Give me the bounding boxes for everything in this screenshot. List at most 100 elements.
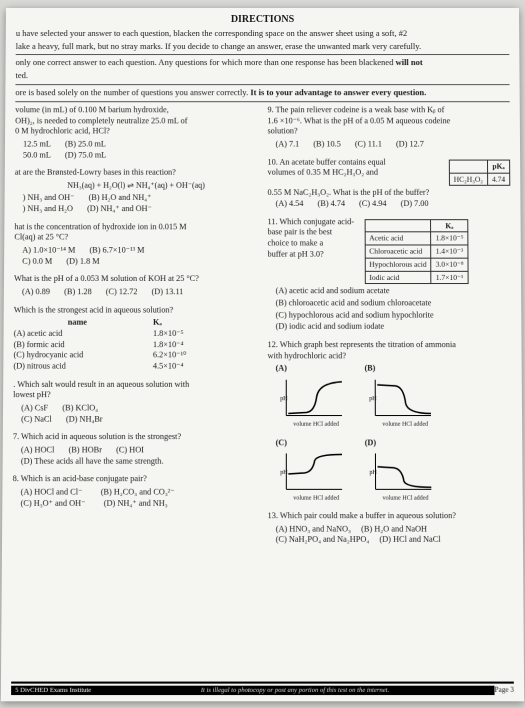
opt-a[interactable]: (A) 7.1 [276,140,300,151]
t: Cl(aq) at 25 °C? [14,233,257,244]
opt-c[interactable]: (C) HOI [116,445,144,456]
t: will not [396,57,423,67]
opt-d[interactable]: (D) HCl and NaCl [379,535,440,546]
td: 1.4×10⁻³ [431,245,468,258]
opt-c[interactable]: (C) hypochlorous acid and sodium hypochl… [276,310,512,321]
opt-b[interactable]: (B) HOBr [68,445,101,456]
td: 4.74 [487,173,509,186]
options: ) NH₃ and H₂O (D) NH₄⁺ and OH⁻ [23,204,258,215]
options: A) 1.0×10⁻¹⁴ M (B) 6.7×10⁻¹³ M [22,246,257,257]
opt-b[interactable]: (B) H₂O and NH₄⁺ [89,193,152,204]
opt-d[interactable]: (D) 13.11 [152,287,184,298]
stem: . Which salt would result in an aqueous … [13,379,257,401]
options: (C) NaH₂PO₄ and Na₂HPO₄ (D) HCl and NaCl [276,535,513,546]
t: ted. [15,70,28,80]
options: (A) 0.89 (B) 1.28 (C) 12.72 (D) 13.11 [22,287,257,298]
t: 10. An acetate buffer contains equal [268,157,445,168]
svg-text:pH: pH [280,470,288,476]
row-d[interactable]: (D) nitrous acid 4.5×10⁻⁴ [13,361,257,372]
graph-c[interactable]: (C) pH volume HCl added [276,438,357,504]
td: 1.7×10⁻¹ [431,271,468,284]
label: (A) [276,364,287,373]
opt-a[interactable]: (A) 0.89 [22,287,50,298]
opt-d[interactable]: (D) iodic acid and sodium iodate [276,322,512,333]
opt-b[interactable]: (B) KClO₄ [62,403,98,414]
opt-d[interactable]: (D) 7.00 [401,199,429,210]
footer-left: 5 DivCHED Exams Institute [11,686,95,695]
label: (D) [365,438,376,447]
directions-header: DIRECTIONS [16,14,509,25]
td: 1.8×10⁻⁵ [431,232,468,245]
opt-c[interactable]: (C) 12.72 [106,287,138,298]
opt-c[interactable]: (C) H₃O⁺ and OH⁻ [21,498,86,509]
options: (A) acetic acid and sodium acetate (B) c… [276,286,512,332]
t: 0 M hydrochloric acid, HCl? [15,127,257,138]
opt-a[interactable]: 12.5 mL [23,140,51,151]
t: volume (in mL) of 0.100 M barium hydroxi… [15,105,257,116]
page-footer: 5 DivCHED Exams Institute It is illegal … [11,682,514,696]
dir-line: ted. [15,69,509,82]
opt-c[interactable]: (C) 4.94 [359,199,386,210]
td: Hypochlorous acid [365,258,431,271]
question-7b: 7. Which acid in aqueous solution is the… [13,432,258,467]
equation: NH₃(aq) + H₂O(l) ⇌ NH₄⁺(aq) + OH⁻(aq) [15,181,258,191]
opt-b[interactable]: (B) H₂CO₃ and CO₃²⁻ [101,487,175,498]
opt-a[interactable]: (A) acetic acid and sodium acetate [276,286,511,297]
opt-a[interactable]: (A) CsF [21,403,48,414]
opt-b[interactable]: (B) chloroacetic acid and sodium chloroa… [276,298,512,309]
opt-a[interactable]: A) 1.0×10⁻¹⁴ M [22,246,75,257]
opt-b[interactable]: (B) H₂O and NaOH [361,524,427,535]
t: 1.8×10⁻⁴ [153,340,184,351]
question-10: 10. An acetate buffer contains equal vol… [268,157,511,209]
row-a[interactable]: (A) acetic acid 1.8×10⁻⁵ [14,329,258,340]
opt-a[interactable]: (A) HOCl and Cl⁻ [21,487,83,498]
opt-b[interactable]: (B) 25.0 mL [65,140,106,151]
xlabel: volume HCl added [276,496,357,504]
opt-d[interactable]: (D) 75.0 mL [65,150,106,161]
graph-b[interactable]: (B) pH volume HCl added [365,364,446,430]
stem: Which is the strongest acid in aqueous s… [14,305,258,316]
question-8c: 8. Which is an acid-base conjugate pair?… [12,474,257,509]
opt-a[interactable]: (A) 4.54 [276,199,304,210]
t: It is to your advantage to answer every … [250,87,426,97]
graph-a[interactable]: (A) pH volume HCl added [276,364,357,430]
opt-c[interactable]: 50.0 mL [23,150,51,161]
opt-a[interactable]: (A) HOCl [21,445,54,456]
graph-d[interactable]: (D) pH volume HCl added [365,438,446,504]
opt-a[interactable]: (A) HNO₃ and NaNO₃ [276,524,351,535]
opt-d[interactable]: (D) NH₄⁺ and OH⁻ [87,204,152,215]
th: pKₐ [487,160,509,173]
opt-a[interactable]: ) NH₃ and OH⁻ [23,193,75,204]
svg-text:pH: pH [280,396,288,402]
xlabel: volume HCl added [276,422,357,430]
dir-line: ore is based solely on the number of que… [15,84,509,99]
t: OH)₂, is needed to completely neutralize… [15,116,257,127]
row-b[interactable]: (B) formic acid 1.8×10⁻⁴ [14,340,258,351]
opt-b[interactable]: (B) 1.28 [64,287,92,298]
opt-d[interactable]: (D) 1.8 M [66,256,99,267]
opt-d[interactable]: (D) These acids all have the same streng… [21,456,258,467]
opt-b[interactable]: (B) 10.5 [313,140,340,151]
row-c[interactable]: (C) hydrocyanic acid 6.2×10⁻¹⁰ [13,351,257,362]
t: 11. Which conjugate acid- [268,217,361,228]
stem: hat is the concentration of hydroxide io… [14,222,257,244]
opt-c[interactable]: (C) 11.1 [355,140,382,151]
col-ka: Kₐ [153,318,162,329]
opt-c[interactable]: (C) NaCl [21,414,52,425]
opt-c[interactable]: C) 0.0 M [22,256,52,267]
question-6: What is the pH of a 0.053 M solution of … [14,274,258,298]
opt-b[interactable]: (B) 4.74 [318,199,345,210]
opt-d[interactable]: (D) NH₄Br [66,414,103,425]
opt-d[interactable]: (D) 12.7 [396,140,424,151]
question-3: volume (in mL) of 0.100 M barium hydroxi… [15,105,258,161]
opt-b[interactable]: (B) 6.7×10⁻¹³ M [89,246,144,257]
opt-d[interactable]: (D) NH₄⁺ and NH₃ [104,498,168,509]
t: u have selected your answer to each ques… [16,28,407,38]
th: Kₐ [431,219,468,232]
t: ore is based solely on the number of que… [15,87,250,97]
opt-c[interactable]: ) NH₃ and H₂O [23,204,73,215]
td: Iodic acid [365,271,431,284]
right-column: 9. The pain reliever codeine is a weak b… [268,105,513,553]
opt-c[interactable]: (C) NaH₂PO₄ and Na₂HPO₄ [276,535,370,546]
t: lake a heavy, full mark, but no stray ma… [16,41,421,51]
